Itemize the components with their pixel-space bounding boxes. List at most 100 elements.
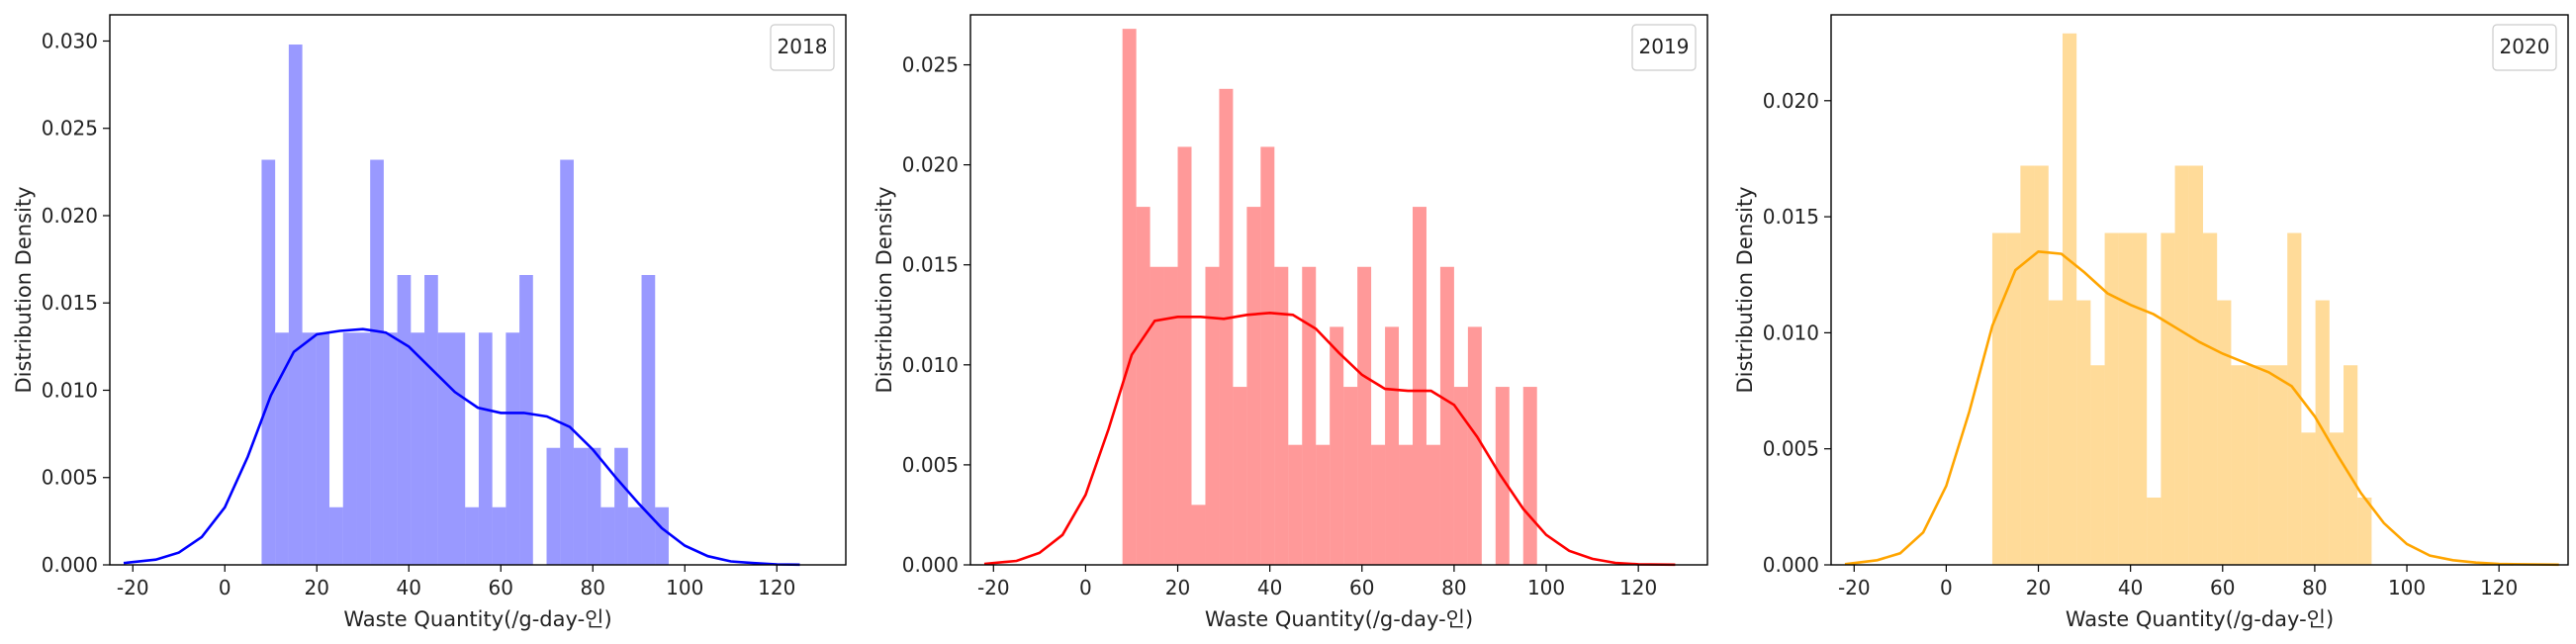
- histogram-bar: [1136, 207, 1150, 565]
- x-tick-label: -20: [1838, 576, 1871, 599]
- y-tick-label: 0.025: [42, 117, 98, 140]
- histogram-bar: [519, 274, 533, 565]
- histogram-bar: [2258, 365, 2273, 565]
- x-tick-label: 60: [1349, 576, 1374, 599]
- histogram-bar: [655, 506, 669, 565]
- histogram-bar: [411, 332, 425, 565]
- histogram-bar: [1316, 444, 1331, 565]
- legend-box: [2492, 24, 2557, 71]
- y-tick-label: 0.015: [902, 253, 959, 277]
- chart-panel-2019: -20 0 20 40 60 80 100 120 0.000 0.005 0.010 0.015 0.…: [873, 14, 1708, 631]
- histogram-bar: [2273, 365, 2288, 565]
- axes-frame: [109, 14, 847, 566]
- histogram-bar: [478, 332, 493, 565]
- y-tick-label: 0.020: [42, 204, 98, 228]
- histogram-bar: [627, 506, 642, 565]
- histogram-bar: [451, 332, 466, 565]
- histogram-bar: [1233, 387, 1247, 565]
- histogram-bar: [2188, 165, 2203, 566]
- x-tick-label: 60: [2210, 576, 2235, 599]
- histogram-bar: [424, 274, 438, 565]
- histogram-bar: [1426, 444, 1440, 565]
- kde-line: [983, 311, 1676, 567]
- histogram-bar: [1385, 326, 1400, 565]
- histogram-bar: [2245, 365, 2259, 565]
- y-tick-label: 0.025: [902, 53, 959, 77]
- histogram-bar: [1453, 387, 1468, 565]
- histogram-bar: [1413, 207, 1426, 565]
- histogram-bar: [1302, 266, 1317, 565]
- histogram-bar: [1522, 387, 1537, 565]
- x-tick-label: 120: [1619, 576, 1657, 599]
- histogram-bar: [437, 332, 452, 565]
- histogram-bar: [1330, 326, 1344, 565]
- x-tick-label: 40: [1257, 576, 1282, 599]
- histogram-bar: [560, 159, 574, 565]
- x-tick-label: 60: [489, 576, 513, 599]
- histogram-bar: [1371, 444, 1386, 565]
- y-tick-label: 0.000: [1763, 553, 1819, 577]
- histogram-bar: [600, 506, 615, 565]
- histogram-bar: [587, 447, 601, 565]
- histogram-bar: [2161, 232, 2175, 566]
- histogram-bar: [2006, 232, 2021, 566]
- histogram-bar: [1357, 266, 1372, 565]
- histogram-bar: [370, 159, 384, 565]
- histogram-bar: [1467, 326, 1482, 565]
- histogram-bar: [2118, 232, 2133, 566]
- x-axis-label: Waste Quantity(/g-day-인): [1205, 607, 1473, 631]
- y-axis-label: Distribution Density: [12, 186, 36, 393]
- legend-title: 2019: [1639, 35, 1690, 58]
- histogram-bar: [2020, 165, 2035, 566]
- x-tick-label: 100: [666, 576, 703, 599]
- histogram-bar: [2048, 300, 2063, 565]
- x-tick-label: 80: [581, 576, 605, 599]
- histogram-bar: [1122, 29, 1137, 566]
- x-tick-label: 80: [1441, 576, 1466, 599]
- histogram-bar: [2231, 365, 2246, 565]
- y-tick-label: 0.020: [1763, 89, 1819, 113]
- chart-panel-2020: -20 0 20 40 60 80 100 120 0.000 0.005 0.010 0.015 0.…: [1733, 14, 2569, 631]
- histogram-bar: [2132, 232, 2148, 566]
- legend-title: 2020: [2500, 35, 2550, 58]
- y-tick-label: 0.005: [1763, 437, 1819, 461]
- histogram-bar: [1439, 266, 1454, 565]
- x-tick-label: 20: [305, 576, 329, 599]
- y-axis-label: Distribution Density: [873, 186, 896, 393]
- histogram-bar: [1219, 88, 1234, 565]
- histogram-bar: [1177, 146, 1192, 565]
- histogram-bar: [2062, 33, 2077, 565]
- x-tick-label: 40: [2118, 576, 2143, 599]
- histogram-bar: [1274, 266, 1289, 565]
- histogram-bar: [288, 45, 303, 565]
- axes-frame: [969, 14, 1708, 566]
- histogram-bar: [329, 506, 343, 565]
- legend-box: [770, 24, 835, 71]
- x-tick-label: 20: [2026, 576, 2051, 599]
- histogram-bar: [1191, 505, 1206, 565]
- x-tick-label: 0: [1079, 576, 1092, 599]
- histogram-bar: [465, 506, 479, 565]
- histogram-bar: [614, 447, 628, 565]
- histogram-bar: [641, 274, 656, 565]
- y-tick-label: 0.000: [902, 553, 959, 577]
- histogram-bar: [1288, 444, 1303, 565]
- histogram-bar: [2287, 232, 2302, 566]
- histogram-bar: [275, 332, 289, 565]
- histogram-bar: [2174, 165, 2189, 566]
- legend-box: [1631, 24, 1697, 71]
- histogram-bar: [1343, 387, 1358, 565]
- histogram-bar: [302, 332, 317, 565]
- kde-line: [1844, 249, 2559, 567]
- histogram-bar: [1150, 266, 1164, 565]
- y-tick-label: 0.000: [42, 553, 98, 577]
- y-tick-label: 0.010: [42, 378, 98, 402]
- histogram-bar: [383, 332, 398, 565]
- histogram-bar: [2104, 232, 2119, 566]
- histogram-bar: [1991, 232, 2007, 566]
- x-axis-label: Waste Quantity(/g-day-인): [2066, 607, 2334, 631]
- histogram-bar: [2301, 432, 2316, 565]
- x-tick-label: 120: [758, 576, 795, 599]
- histogram-bar: [356, 332, 371, 565]
- histogram-bar: [506, 332, 520, 565]
